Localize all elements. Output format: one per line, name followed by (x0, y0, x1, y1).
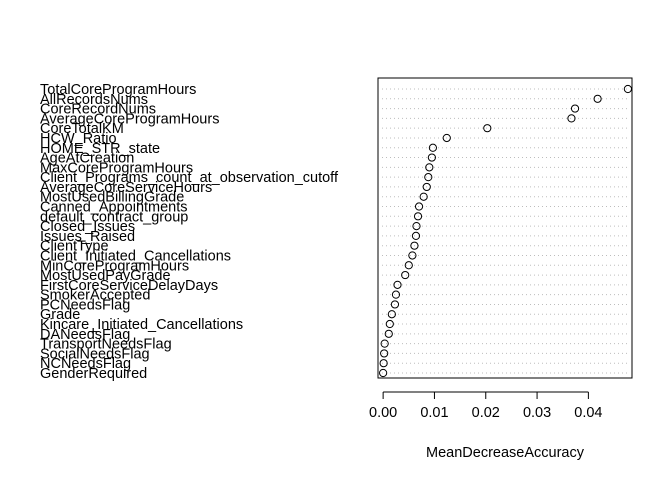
variable-label: MostUsedPayGrade (40, 268, 171, 284)
variable-label: ClientType (40, 239, 109, 255)
plot-box (377, 77, 633, 379)
variable-label: TotalCoreProgramHours (40, 82, 196, 98)
data-point (593, 94, 602, 103)
data-point (427, 153, 436, 162)
data-point (414, 202, 424, 211)
variable-label: default_contract_group (40, 209, 188, 225)
variable-label: Issues_Raised (40, 229, 135, 245)
data-point (413, 212, 423, 221)
data-point (384, 329, 393, 338)
data-point (428, 143, 438, 152)
variable-label: PCNeedsFlag (40, 297, 130, 313)
variable-label: MinCoreProgramHours (40, 258, 189, 274)
variable-label: HCW_Ratio (40, 131, 117, 147)
data-point (411, 231, 421, 240)
variable-label: Canned_Appointments (40, 200, 188, 216)
data-point (401, 270, 410, 280)
data-point (623, 84, 632, 94)
data-point (404, 261, 413, 270)
data-point (385, 319, 394, 329)
data-point (393, 280, 402, 289)
variable-label: Client_Initiated_Cancellations (40, 248, 231, 264)
data-point (380, 349, 389, 358)
variable-label: FirstCoreServiceDelayDays (40, 278, 218, 294)
variable-label: DANeedsFlag (40, 327, 130, 343)
data-point (379, 359, 388, 368)
variable-label: HOME_STR_state (40, 141, 160, 157)
variable-label: GenderRequired (40, 366, 147, 382)
variable-label: SocialNeedsFlag (40, 346, 150, 362)
x-tick-label: 0.01 (420, 405, 448, 421)
data-point (387, 310, 396, 319)
data-point (424, 173, 433, 182)
variable-label: AverageCoreProgramHours (40, 111, 219, 127)
data-point (570, 104, 580, 113)
variable-label: AllRecordsNums (40, 92, 148, 108)
data-point (483, 124, 492, 133)
variable-label: MostUsedBillingGrade (40, 190, 184, 206)
data-point (567, 114, 576, 123)
variable-label: AverageCoreServiceHours (40, 180, 212, 196)
x-tick-label: 0.02 (472, 405, 500, 421)
variable-label: CoreRecordNums (40, 102, 156, 118)
data-point (412, 222, 421, 231)
data-point (391, 290, 401, 299)
variable-label: Closed_Issues (40, 219, 135, 235)
data-point (442, 133, 451, 143)
x-tick-label: 0.03 (523, 405, 551, 421)
x-axis-title: MeanDecreaseAccuracy (426, 445, 585, 461)
data-point (422, 182, 431, 192)
variable-label: TransportNeedsFlag (40, 337, 172, 353)
data-point (408, 251, 417, 260)
x-tick-label: 0.00 (369, 405, 397, 421)
data-point (410, 241, 419, 250)
variable-label: Kincare_Initiated_Cancellations (40, 317, 243, 333)
variable-label: CoreTotalKM (40, 121, 124, 137)
variable-label: Client_Programs_count_at_observation_cut… (40, 170, 339, 186)
data-point (379, 368, 388, 378)
data-point (419, 192, 428, 201)
x-tick-label: 0.04 (574, 405, 602, 421)
variable-label: AgeAtCreation (40, 151, 134, 167)
data-point (425, 163, 434, 172)
data-point (390, 300, 400, 309)
variable-label: NCNeedsFlag (40, 356, 131, 372)
variable-label: MaxCoreProgramHours (40, 160, 193, 176)
data-point (380, 339, 389, 348)
variable-label: Grade (40, 307, 80, 323)
variable-label: SmokerAccepted (40, 288, 150, 304)
